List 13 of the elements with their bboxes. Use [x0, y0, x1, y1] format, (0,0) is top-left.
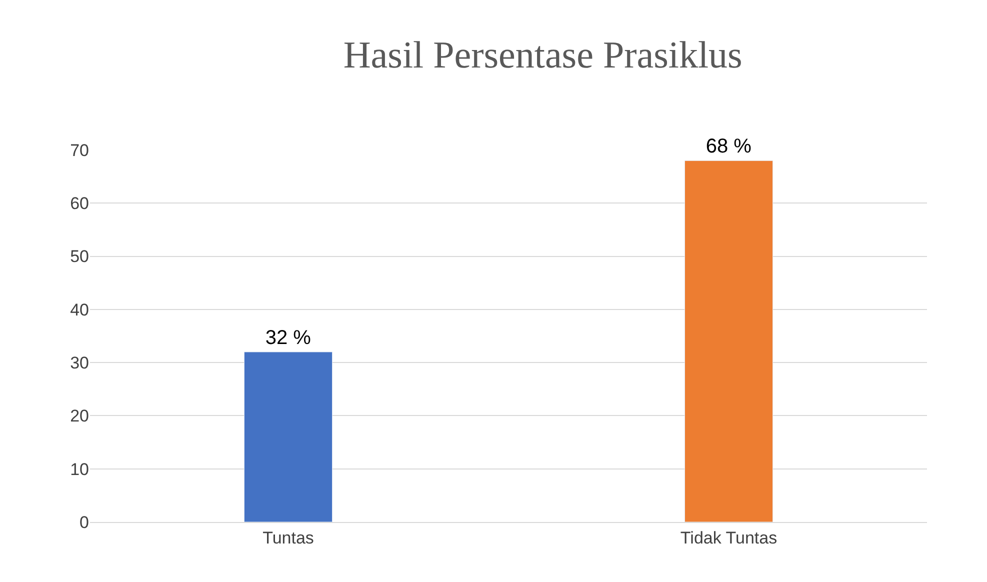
- y-tick-label: 20: [70, 406, 89, 426]
- y-tick-label: 60: [70, 194, 89, 214]
- chart-title: Hasil Persentase Prasiklus: [343, 34, 742, 76]
- data-label: 32 %: [265, 326, 312, 349]
- data-label: 68 %: [706, 136, 752, 158]
- y-tick-label: 50: [70, 247, 89, 266]
- y-tick-label: 0: [80, 512, 89, 532]
- y-tick-label: 70: [70, 140, 89, 160]
- y-tick-label: 30: [70, 354, 89, 373]
- x-tick-label: Tidak Tuntas: [680, 528, 778, 548]
- y-tick-label: 40: [70, 300, 89, 320]
- y-tick-label: 10: [70, 460, 89, 479]
- x-tick-label: Tuntas: [262, 528, 314, 548]
